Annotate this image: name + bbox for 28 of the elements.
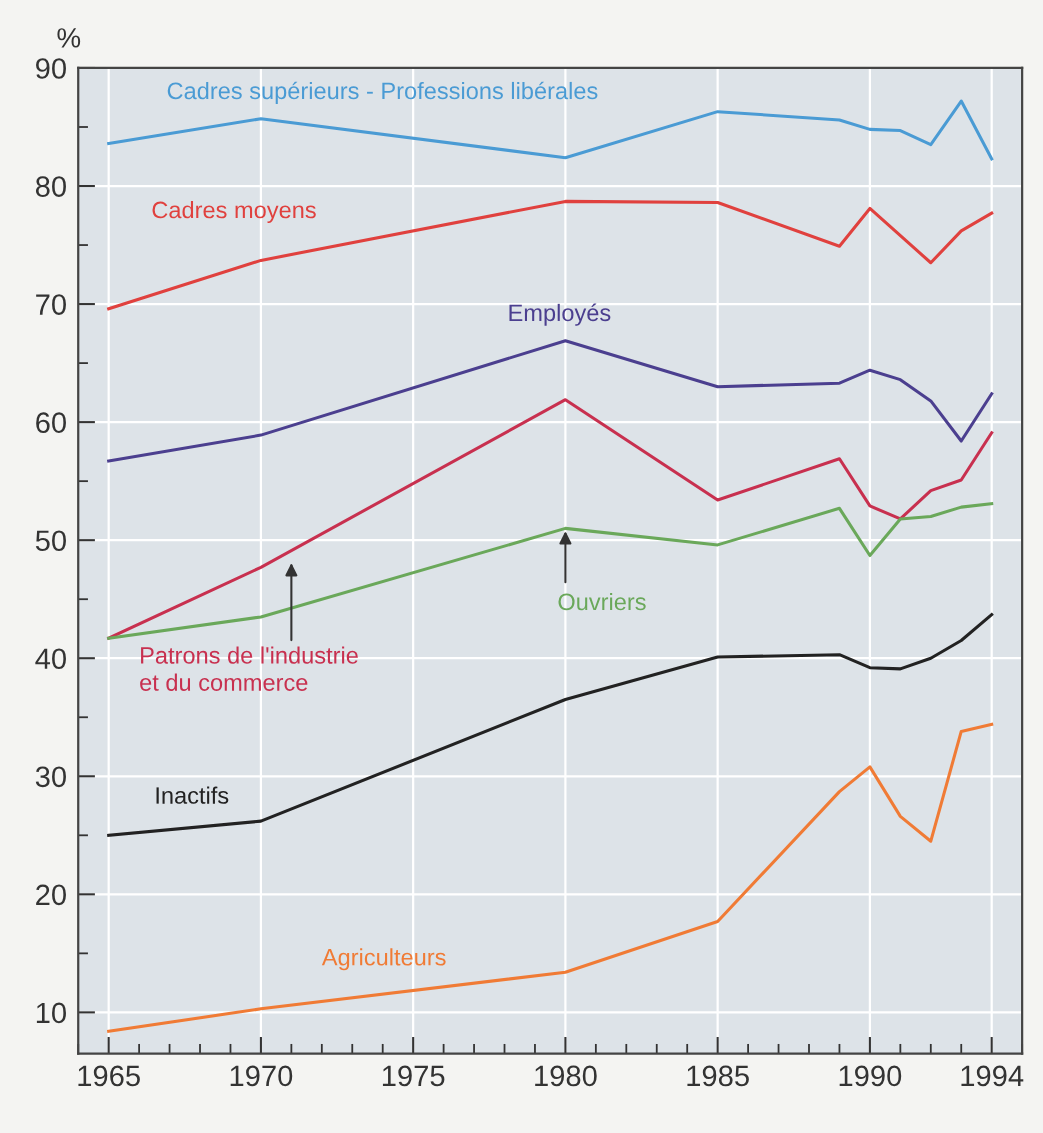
x-tick-label: 1985 [687,1065,749,1087]
line-series [107,613,994,837]
x-tick-label: 1994 [961,1065,1024,1087]
line-series [107,502,994,640]
line-series [107,339,994,463]
series-label: Patrons de l'industrie et du commerce [140,646,358,691]
y-tick-label: 80 [35,176,66,197]
line-series [107,722,994,1033]
series-label: Inactifs [156,786,229,804]
x-tick-label: 1970 [230,1065,293,1087]
y-tick-label: 20 [36,884,66,906]
series-label: Cadres supérieurs - Professions libérales [167,81,598,104]
y-axis-title: % [57,28,81,48]
y-tick-label: 50 [35,530,66,552]
y-tick-label: 70 [36,294,66,315]
x-tick-label: 1980 [535,1065,597,1087]
y-tick-label: 10 [36,1002,66,1024]
y-tick-label: 40 [35,648,66,670]
text: Ouvriers [558,592,646,611]
x-tick-label: 1965 [78,1065,140,1087]
x-tick-label: 1990 [839,1065,902,1087]
series-label: Cadres moyens [152,200,316,223]
series-label: Agriculteurs [321,948,446,971]
x-tick-label: 1975 [382,1065,445,1087]
y-tick-label: 90 [36,58,66,79]
y-tick-label: 60 [36,412,66,433]
series-label: Employés [509,303,611,326]
y-tick-label: 30 [35,766,66,788]
